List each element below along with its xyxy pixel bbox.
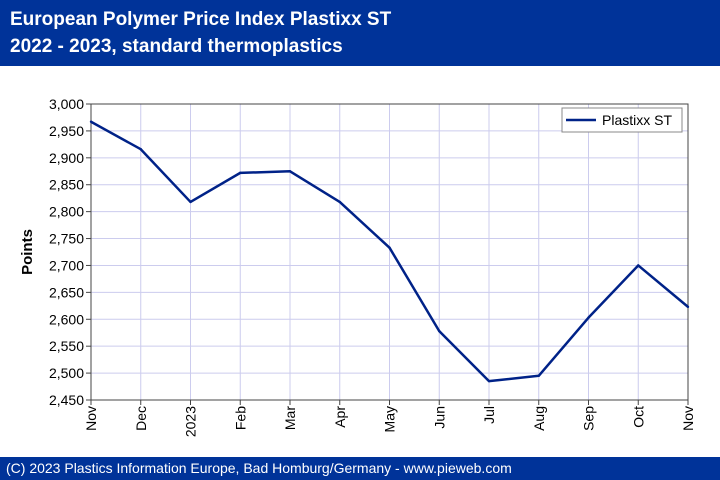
x-tick-label: Nov xyxy=(83,406,99,431)
y-tick-label: 2,950 xyxy=(49,123,84,139)
x-tick-label: Dec xyxy=(133,406,149,431)
x-tick-label: Apr xyxy=(332,406,348,428)
x-tick-label: Mar xyxy=(282,406,298,430)
y-axis-label: Points xyxy=(19,229,36,275)
data-point xyxy=(637,264,640,267)
data-point xyxy=(388,246,391,249)
chart-subtitle: 2022 - 2023, standard thermoplastics xyxy=(10,36,343,57)
data-point xyxy=(537,374,540,377)
data-point xyxy=(239,171,242,175)
y-tick-label: 3,000 xyxy=(49,96,84,112)
line-chart: 2,450 2,500 2,550 2,600 2,650 2,700 2,750 2,800… xyxy=(19,96,696,437)
plot-border xyxy=(90,103,689,401)
chart-title: European Polymer Price Index Plastixx ST xyxy=(10,9,392,30)
y-tick-label: 2,550 xyxy=(49,338,84,354)
x-tick-label: Jun xyxy=(431,406,447,429)
y-tick-label: 2,450 xyxy=(49,392,84,408)
x-tick-label: Oct xyxy=(630,406,646,428)
x-tick-label: Aug xyxy=(531,406,547,431)
data-point xyxy=(686,305,690,309)
y-tick-label: 2,650 xyxy=(49,284,84,300)
y-tick-label: 2,800 xyxy=(49,204,84,220)
copyright-footer: (C) 2023 Plastics Information Europe, Ba… xyxy=(0,457,720,480)
data-point xyxy=(189,200,192,204)
x-tick-label: Sep xyxy=(581,406,597,431)
y-tick-label: 2,850 xyxy=(49,177,84,193)
data-point xyxy=(139,148,142,151)
data-point xyxy=(89,120,93,123)
y-tick-label: 2,900 xyxy=(49,150,84,166)
y-tick-label: 2,600 xyxy=(49,311,84,327)
y-tick-label: 2,700 xyxy=(49,257,84,273)
legend-label: Plastixx ST xyxy=(602,112,672,128)
x-tick-label: Feb xyxy=(232,406,248,430)
x-tick-label: 2023 xyxy=(183,406,199,437)
data-point xyxy=(438,329,441,333)
legend-box xyxy=(561,107,683,133)
chart-header: European Polymer Price Index Plastixx ST… xyxy=(0,0,720,66)
data-point xyxy=(587,316,590,319)
x-tick-label: Jul xyxy=(481,406,497,424)
y-tick-label: 2,500 xyxy=(49,365,84,381)
y-tick-label: 2,750 xyxy=(49,231,84,247)
x-tick-label: May xyxy=(382,406,398,432)
x-tick-label: Nov xyxy=(680,406,696,431)
data-point xyxy=(288,170,292,173)
copyright-text: (C) 2023 Plastics Information Europe, Ba… xyxy=(6,460,512,476)
legend: Plastixx ST xyxy=(561,107,683,133)
data-point xyxy=(338,200,341,204)
data-point xyxy=(487,379,491,383)
